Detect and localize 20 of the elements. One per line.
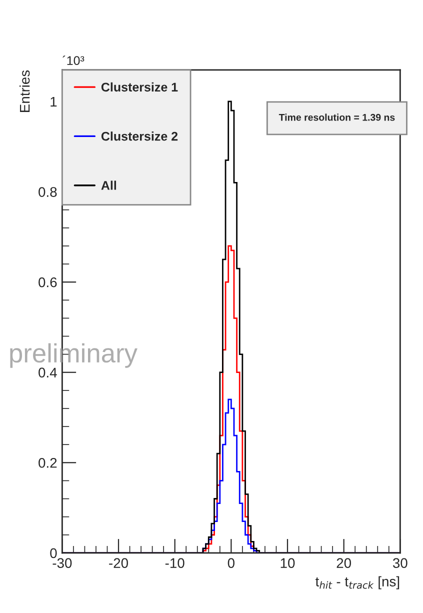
annotation: Time resolution = 1.39 ns bbox=[278, 114, 395, 121]
legend-label: Clustersize 2 bbox=[101, 132, 178, 141]
y-tick-label: 0.8 bbox=[38, 187, 57, 197]
y-tick-label: 0.4 bbox=[38, 368, 57, 378]
y-tick-label: 0.2 bbox=[38, 458, 57, 468]
x-tick-label: -20 bbox=[109, 558, 128, 568]
x-axis-title: t$_{hit}$ - t$_{track}$ [ns] bbox=[316, 576, 400, 590]
x-tick-label: -30 bbox=[52, 558, 72, 568]
text: ´10³ bbox=[62, 56, 84, 65]
legend-label: All bbox=[101, 180, 116, 190]
y-axis-title: Entries bbox=[20, 70, 30, 112]
legend-label: Clustersize 1 bbox=[101, 82, 178, 92]
y-tick-label: 1 bbox=[50, 96, 57, 107]
x-tick-label: 0 bbox=[228, 558, 234, 568]
x-tick-label: 10 bbox=[280, 558, 295, 568]
y-tick-label: 0 bbox=[50, 548, 57, 558]
x-tick-label: -10 bbox=[165, 558, 184, 568]
x-tick-label: 20 bbox=[336, 558, 352, 568]
x-tick-label: 30 bbox=[392, 558, 408, 568]
y-tick-label: 0.6 bbox=[38, 277, 57, 288]
